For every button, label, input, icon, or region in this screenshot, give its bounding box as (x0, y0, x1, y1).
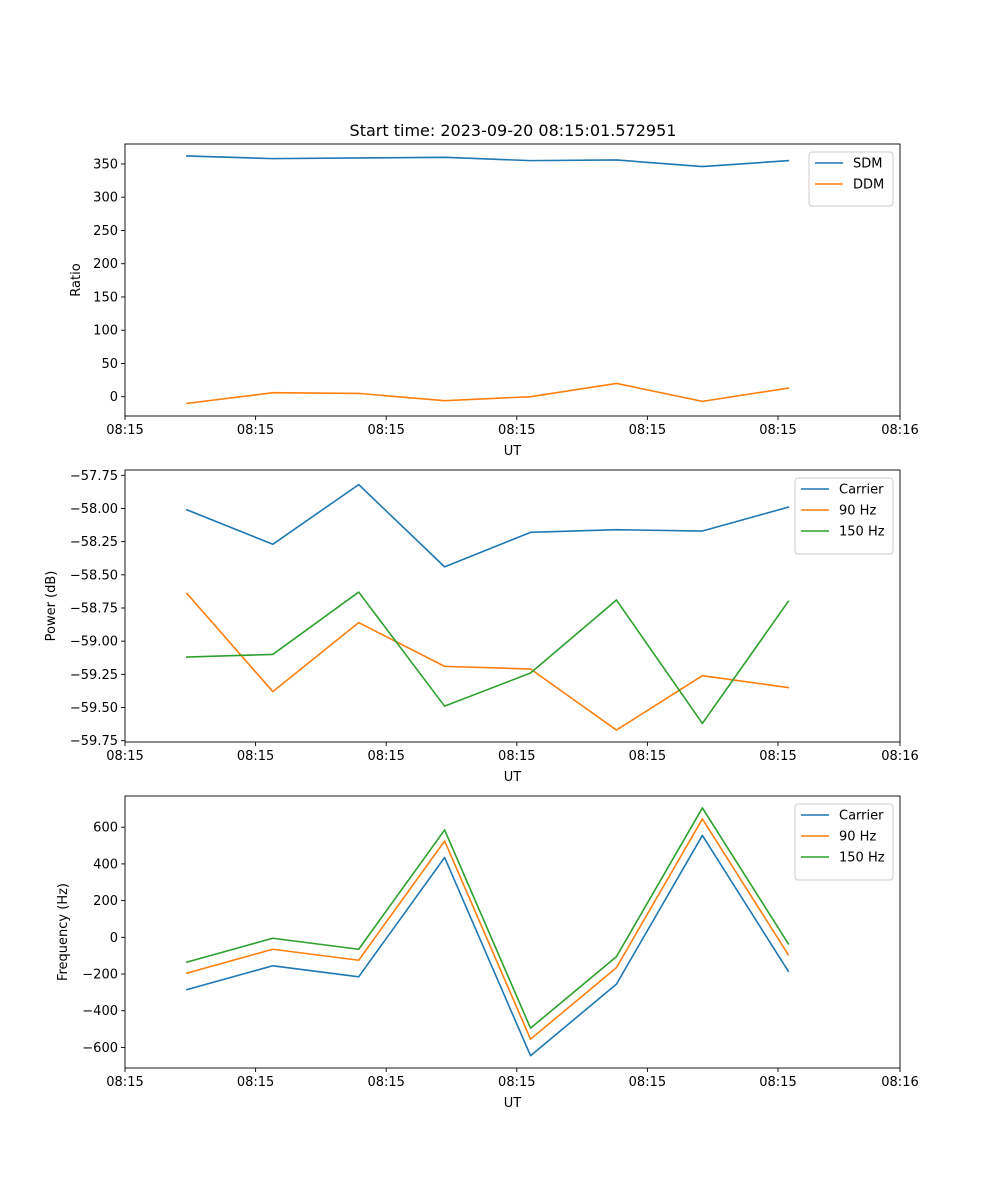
y-tick-label: −59.75 (70, 734, 118, 749)
x-tick-label: 08:16 (881, 749, 918, 764)
legend: SDM DDM (808, 151, 894, 207)
legend-box (794, 477, 894, 555)
x-tick-label: 08:15 (367, 749, 404, 764)
y-tick-label: 300 (93, 191, 118, 206)
y-tick-label: −58.50 (70, 568, 118, 583)
y-axis-label: Power (dB) (44, 571, 59, 642)
y-axis-label: Frequency (Hz) (56, 883, 71, 981)
axes-frame (124, 795, 901, 1069)
legend-label-ddm: DDM (853, 178, 884, 193)
x-tick-label: 08:15 (367, 1075, 404, 1090)
x-axis-label: UT (504, 770, 522, 785)
x-tick-label: 08:15 (759, 749, 796, 764)
y-axis-label: Ratio (69, 263, 84, 296)
x-tick-label: 08:15 (759, 423, 796, 438)
chart-panel-2: 08:15 08:15 08:15 08:15 08:15 08:15 08:16 −59.7… (44, 469, 919, 785)
x-axis-label: UT (504, 1096, 522, 1111)
x-tick-label: 08:15 (106, 749, 143, 764)
y-tick-label: 350 (93, 157, 118, 172)
series-line-ddm (185, 382, 790, 405)
axes-frame (124, 143, 901, 417)
y-tick-label: −59.25 (70, 668, 118, 683)
legend-label-90-hz: 90 Hz (839, 830, 876, 845)
series-line-sdm (186, 155, 790, 168)
series-line-carrier (185, 834, 790, 1057)
x-tick-label: 08:15 (106, 1075, 143, 1090)
x-tick-label: 08:15 (367, 423, 404, 438)
legend-box (794, 803, 894, 881)
x-tick-label: 08:15 (629, 749, 666, 764)
legend: Carrier 90 Hz 150 Hz (794, 803, 894, 881)
legend-label-150-hz: 150 Hz (839, 525, 885, 540)
series-line-90-hz (185, 592, 790, 731)
y-tick-label: −59.50 (70, 701, 118, 716)
x-tick-label: 08:15 (237, 749, 274, 764)
x-tick-label: 08:15 (629, 423, 666, 438)
x-tick-label: 08:16 (881, 1075, 918, 1090)
legend-label-carrier: Carrier (839, 483, 884, 498)
y-tick-label: 50 (101, 357, 118, 372)
legend-label-carrier: Carrier (839, 809, 884, 824)
y-tick-label: 100 (93, 324, 118, 339)
y-tick-label: −600 (82, 1041, 118, 1056)
chart-title: Start time: 2023-09-20 08:15:01.572951 (350, 121, 677, 140)
y-tick-label: 0 (110, 390, 118, 405)
y-tick-label: −59.00 (70, 635, 118, 650)
chart-panel-1: 08:15 08:15 08:15 08:15 08:15 08:15 08:16 0 50 10… (69, 143, 919, 459)
x-tick-label: 08:15 (629, 1075, 666, 1090)
series-line-150-hz (186, 591, 790, 725)
x-tick-label: 08:15 (237, 423, 274, 438)
y-tick-label: 600 (93, 821, 118, 836)
series-line-carrier (185, 483, 790, 568)
series-line-150-hz (185, 807, 790, 1029)
y-tick-label: −57.75 (70, 469, 118, 484)
legend: Carrier 90 Hz 150 Hz (794, 477, 894, 555)
series-line-90-hz (185, 818, 790, 1040)
x-tick-label: 08:15 (237, 1075, 274, 1090)
y-tick-label: 400 (93, 857, 118, 872)
y-tick-label: 200 (93, 894, 118, 909)
legend-label-150-hz: 150 Hz (839, 851, 885, 866)
chart-panel-3: 08:15 08:15 08:15 08:15 08:15 08:15 08:16 −600 −… (56, 795, 919, 1111)
y-tick-label: −400 (82, 1004, 118, 1019)
y-tick-label: 250 (93, 224, 118, 239)
x-tick-label: 08:16 (881, 423, 918, 438)
legend-label-90-hz: 90 Hz (839, 504, 876, 519)
y-tick-label: 150 (93, 290, 118, 305)
y-tick-label: −200 (82, 968, 118, 983)
y-tick-label: −58.00 (70, 502, 118, 517)
legend-box (808, 151, 894, 207)
axes-frame (124, 469, 901, 743)
y-tick-label: −58.25 (70, 535, 118, 550)
x-tick-label: 08:15 (759, 1075, 796, 1090)
y-tick-label: −58.75 (70, 601, 118, 616)
y-tick-label: 0 (110, 931, 118, 946)
y-tick-label: 200 (93, 257, 118, 272)
legend-label-sdm: SDM (853, 157, 882, 172)
x-tick-label: 08:15 (498, 749, 535, 764)
x-axis-label: UT (504, 444, 522, 459)
x-tick-label: 08:15 (498, 1075, 535, 1090)
x-tick-label: 08:15 (106, 423, 143, 438)
panels: 08:15 08:15 08:15 08:15 08:15 08:15 08:16 0 50 10… (44, 143, 919, 1111)
x-tick-label: 08:15 (498, 423, 535, 438)
